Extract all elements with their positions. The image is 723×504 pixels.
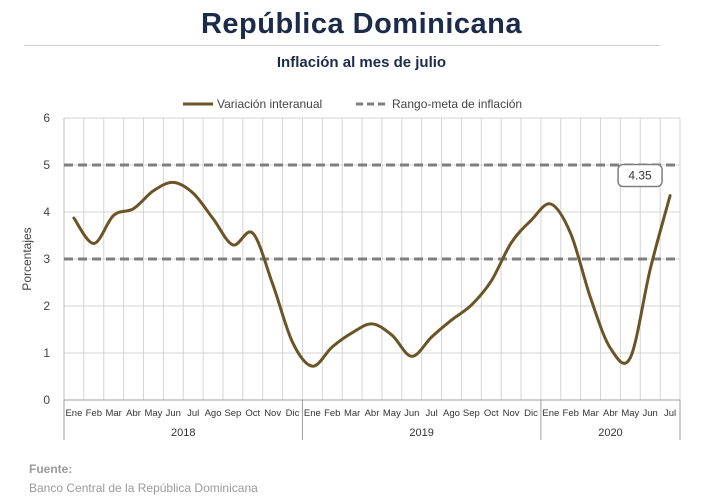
x-tick-label: Abr [126, 408, 141, 419]
x-tick-label: Mar [344, 408, 360, 419]
x-tick-label: Jun [643, 408, 658, 419]
x-tick-label: Feb [563, 408, 579, 419]
annotation-box [617, 163, 663, 188]
y-tick-label: 3 [43, 252, 50, 266]
chart-title: República Dominicana [200, 8, 522, 40]
x-tick-label: Sep [224, 408, 241, 419]
source-label: Fuente: [29, 462, 73, 476]
x-tick-label: Oct [245, 408, 260, 419]
x-tick-label: Dic [286, 408, 300, 419]
x-tick-label: Nov [264, 408, 281, 419]
annotation-label: 4.35 [628, 169, 652, 183]
x-tick-label: Jul [187, 408, 199, 419]
y-tick-label: 5 [43, 158, 50, 172]
x-tick-label: Nov [503, 408, 520, 419]
x-tick-label: Feb [324, 408, 340, 419]
year-label: 2018 [171, 427, 195, 439]
y-tick-label: 6 [43, 111, 50, 125]
y-tick-label: 2 [43, 299, 50, 313]
source-text: Banco Central de la República Dominicana [29, 481, 258, 495]
x-tick-label: Jul [664, 408, 676, 419]
year-label: 2019 [409, 427, 433, 439]
y-tick-label: 4 [43, 205, 50, 219]
x-tick-label: Jul [426, 408, 438, 419]
x-tick-label: Sep [463, 408, 480, 419]
x-tick-label: Ago [443, 408, 460, 419]
x-tick-label: Mar [582, 408, 598, 419]
y-tick-label: 1 [43, 346, 50, 360]
x-tick-label: Dic [524, 408, 538, 419]
x-tick-label: Jun [404, 408, 419, 419]
x-tick-label: May [383, 408, 401, 419]
x-tick-label: Mar [105, 408, 121, 419]
legend-label-rango-meta: Rango-meta de inflación [392, 97, 522, 111]
x-tick-label: Ene [304, 408, 321, 419]
y-tick-label: 0 [43, 393, 50, 407]
x-tick-label: Ene [65, 408, 82, 419]
x-tick-label: Ene [542, 408, 559, 419]
x-tick-label: May [144, 408, 162, 419]
x-tick-label: Oct [484, 408, 499, 419]
chart-subtitle: Inflación al mes de julio [276, 54, 447, 71]
x-tick-label: May [621, 408, 639, 419]
x-tick-label: Abr [603, 408, 618, 419]
year-label: 2020 [598, 427, 622, 439]
series-line-variacion-interanual [72, 180, 672, 368]
y-axis-label: Porcentajes [20, 227, 34, 290]
title-divider [24, 45, 660, 46]
x-tick-label: Abr [365, 408, 380, 419]
x-tick-label: Jun [166, 408, 181, 419]
x-tick-label: Ago [205, 408, 222, 419]
legend-label-variacion-interanual: Variación interanual [217, 97, 322, 111]
x-tick-label: Feb [86, 408, 102, 419]
